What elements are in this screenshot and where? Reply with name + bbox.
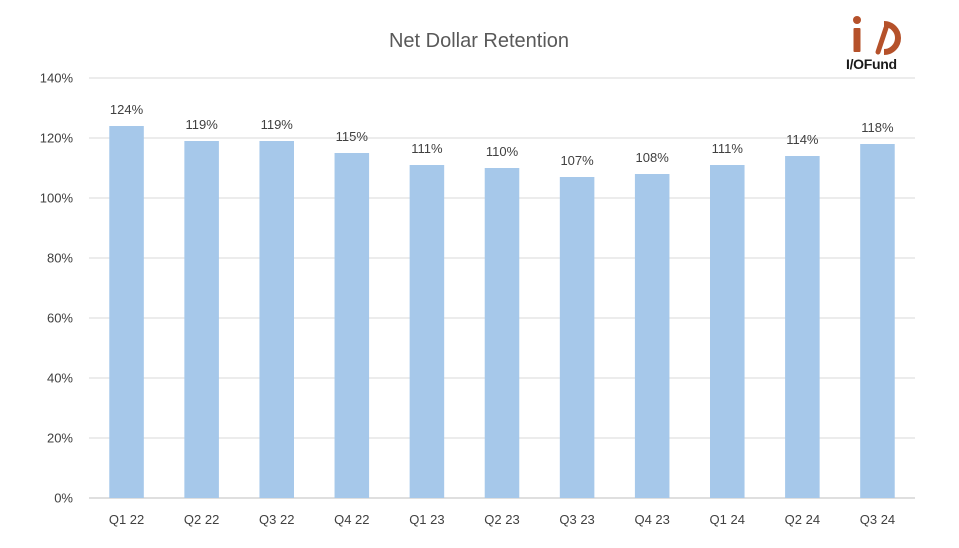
data-label: 114%: [786, 132, 819, 147]
data-label: 111%: [712, 141, 744, 156]
y-axis-ticks: 0% 20% 40% 60% 80% 100% 120% 140%: [40, 71, 74, 506]
y-tick-label: 60%: [47, 311, 73, 326]
bars: [109, 126, 895, 498]
x-tick-label: Q2 22: [184, 512, 219, 527]
bar: [710, 165, 745, 498]
x-tick-label: Q3 23: [559, 512, 594, 527]
bar: [785, 156, 820, 498]
y-tick-label: 140%: [40, 71, 74, 86]
bar: [409, 165, 445, 498]
y-tick-label: 20%: [47, 431, 73, 446]
x-axis-ticks: Q1 22 Q2 22 Q3 22 Q4 22 Q1 23 Q2 23 Q3 23 Q4 23…: [109, 512, 895, 527]
brand-logo-icon: [853, 16, 901, 55]
data-label: 124%: [110, 102, 144, 117]
data-label: 111%: [411, 141, 443, 156]
data-label: 119%: [261, 117, 294, 132]
data-label: 115%: [336, 129, 369, 144]
data-label: 107%: [560, 153, 594, 168]
x-tick-label: Q2 24: [785, 512, 820, 527]
bar: [109, 126, 144, 498]
y-tick-label: 120%: [40, 131, 74, 146]
bar: [634, 174, 670, 498]
x-tick-label: Q1 22: [109, 512, 144, 527]
x-tick-label: Q3 22: [259, 512, 294, 527]
x-tick-label: Q1 24: [710, 512, 745, 527]
bar: [184, 141, 219, 498]
bar: [484, 168, 520, 498]
chart-title: Net Dollar Retention: [389, 30, 569, 52]
bar: [259, 141, 294, 498]
y-tick-label: 0%: [54, 491, 73, 506]
x-tick-label: Q2 23: [484, 512, 519, 527]
bar: [334, 153, 370, 498]
y-tick-label: 100%: [40, 191, 74, 206]
data-labels: 124% 119% 119% 115% 111% 110% 107% 108% 111% 114%…: [110, 102, 894, 168]
y-tick-label: 80%: [47, 251, 73, 266]
x-tick-label: Q3 24: [860, 512, 895, 527]
y-tick-label: 40%: [47, 371, 73, 386]
bar: [559, 177, 595, 498]
x-tick-label: Q4 23: [634, 512, 669, 527]
data-label: 118%: [861, 120, 894, 135]
brand-name: I/OFund: [846, 56, 897, 72]
x-tick-label: Q1 23: [409, 512, 444, 527]
data-label: 119%: [185, 117, 218, 132]
data-label: 110%: [486, 144, 519, 159]
data-label: 108%: [636, 150, 670, 165]
brand-logo: [838, 14, 918, 78]
x-tick-label: Q4 22: [334, 512, 369, 527]
bar: [860, 144, 895, 498]
